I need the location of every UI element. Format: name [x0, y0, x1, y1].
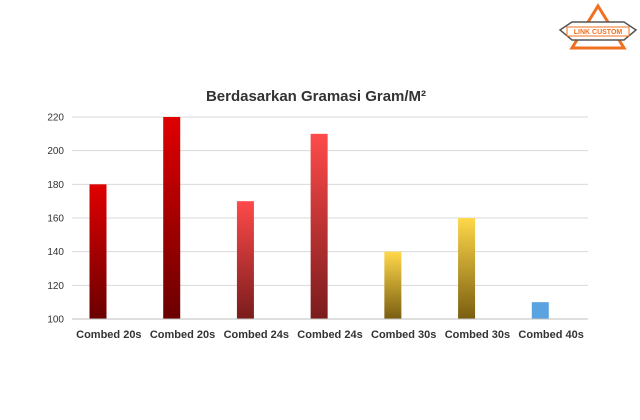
chart-title: Berdasarkan Gramasi Gram/M² — [206, 88, 426, 105]
gridlines — [72, 116, 588, 286]
bar — [458, 218, 476, 319]
x-category-label: Combed 30s — [445, 329, 510, 341]
y-tick-label: 160 — [47, 214, 64, 225]
y-axis-ticks: 100 120 140 160 180 200 220 — [47, 113, 64, 326]
bar — [89, 184, 107, 319]
x-axis-labels: Combed 20s Combed 20s Combed 24s Combed 24s… — [76, 329, 584, 341]
y-tick-label: 120 — [47, 281, 64, 292]
y-tick-label: 100 — [47, 315, 64, 326]
x-category-label: Combed 20s — [150, 329, 215, 341]
bar — [310, 133, 328, 319]
bar — [163, 117, 181, 319]
x-category-label: Combed 40s — [518, 329, 583, 341]
bars — [89, 117, 549, 319]
x-category-label: Combed 24s — [224, 329, 289, 341]
y-tick-label: 180 — [47, 180, 64, 191]
brand-logo: LINK CUSTOM — [558, 3, 638, 50]
x-category-label: Combed 30s — [371, 329, 436, 341]
bar — [236, 201, 254, 319]
logo-text: LINK CUSTOM — [574, 29, 623, 36]
bar — [531, 302, 549, 319]
y-tick-label: 220 — [47, 113, 64, 124]
x-category-label: Combed 20s — [76, 329, 141, 341]
y-tick-label: 200 — [47, 146, 64, 157]
x-category-label: Combed 24s — [297, 329, 362, 341]
y-tick-label: 140 — [47, 247, 64, 258]
logo-banner — [566, 26, 630, 37]
bar — [384, 251, 402, 319]
